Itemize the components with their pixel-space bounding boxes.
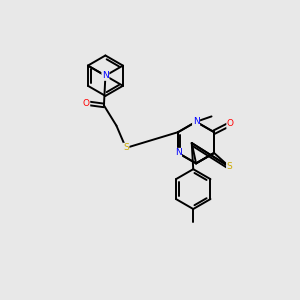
Text: N: N	[102, 71, 109, 80]
Text: O: O	[227, 119, 234, 128]
Text: O: O	[82, 98, 90, 107]
Text: N: N	[175, 148, 182, 158]
Text: S: S	[227, 162, 233, 171]
Text: S: S	[123, 143, 129, 152]
Text: N: N	[193, 117, 200, 126]
